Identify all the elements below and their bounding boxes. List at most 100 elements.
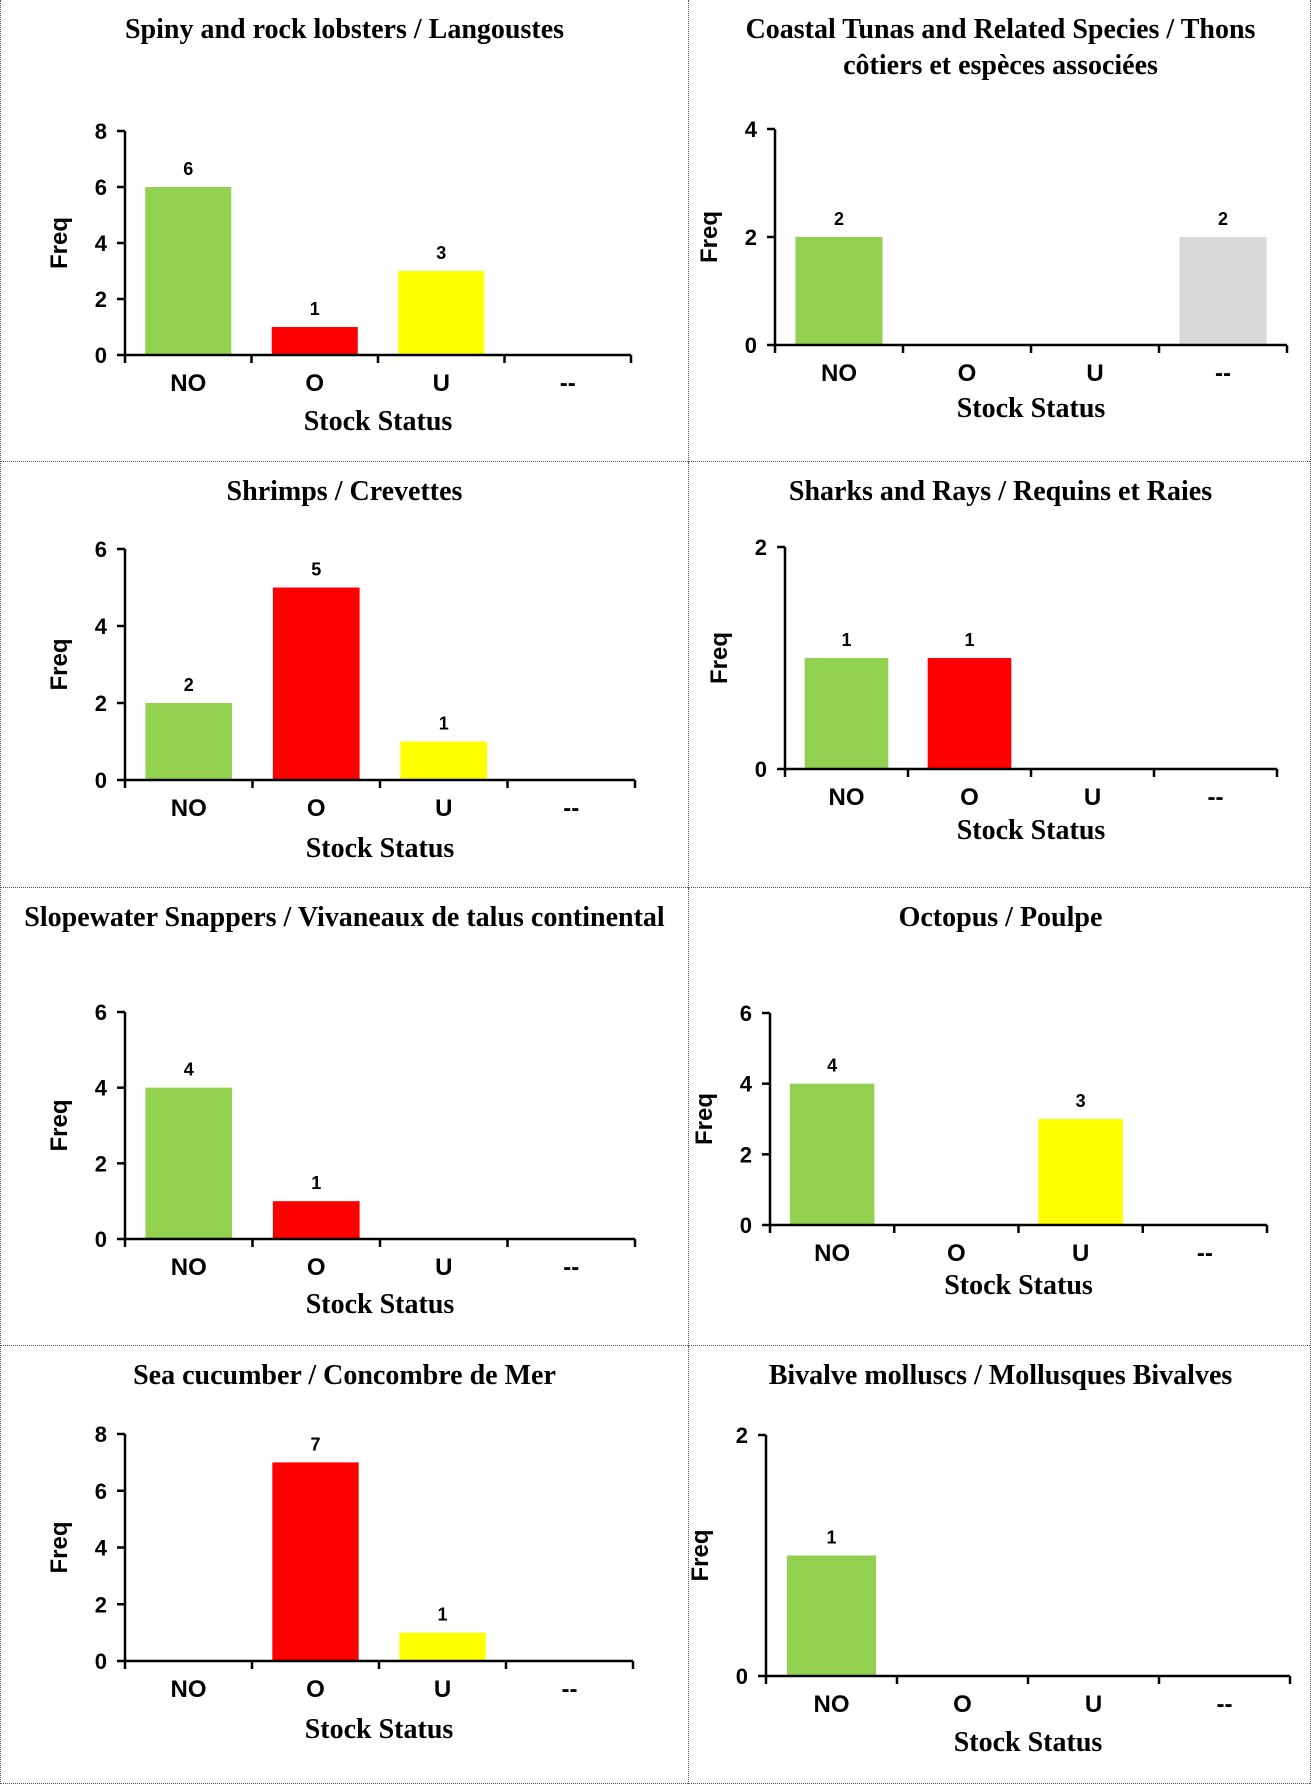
x-tick-label: O	[947, 1240, 966, 1267]
y-tick-label: 4	[740, 1072, 753, 1097]
y-axis-label: Freq	[696, 211, 723, 263]
y-tick-label: 2	[95, 1151, 107, 1176]
y-tick-label: 6	[95, 537, 107, 562]
chart-panel: Coastal Tunas and Related Species / Thon…	[688, 0, 1311, 462]
y-tick-label: 6	[95, 1479, 107, 1504]
bar	[272, 1201, 360, 1239]
y-tick-label: 2	[736, 1423, 748, 1448]
x-tick-label: O	[305, 370, 324, 397]
x-tick-label: U	[435, 1254, 452, 1281]
data-label: 1	[841, 630, 851, 650]
y-tick-label: 2	[740, 1142, 752, 1167]
x-tick-label: NO	[171, 795, 207, 822]
x-tick-label: O	[958, 360, 977, 387]
y-tick-label: 2	[745, 225, 757, 250]
x-tick-label: NO	[171, 1254, 207, 1281]
bar-chart: 7 1 0 2 4 6 8 NO O U -- Stock Status Freq	[46, 1422, 635, 1745]
data-label: 2	[184, 675, 194, 695]
y-tick-label: 4	[95, 1076, 108, 1101]
x-axis-label: Stock Status	[305, 1714, 454, 1745]
data-label: 2	[1218, 209, 1228, 229]
chart-title: Coastal Tunas and Related Species / Thon…	[745, 14, 1256, 81]
y-tick-label: 0	[95, 1649, 107, 1674]
bar	[804, 658, 889, 769]
y-tick-label: 2	[755, 535, 767, 560]
x-tick-label: U	[1086, 360, 1103, 387]
data-label: 1	[311, 1173, 321, 1193]
chart-title: Shrimps / Crevettes	[226, 476, 463, 507]
bar	[789, 1083, 875, 1225]
data-label: 2	[834, 209, 844, 229]
data-label: 7	[310, 1434, 320, 1454]
x-tick-label: NO	[814, 1691, 850, 1718]
data-label: 4	[184, 1060, 194, 1080]
data-label: 4	[827, 1056, 837, 1076]
y-axis-label: Freq	[706, 632, 733, 684]
y-axis-label: Freq	[46, 1521, 73, 1573]
bar	[795, 237, 883, 345]
chart-title: Spiny and rock lobsters / Langoustes	[124, 14, 565, 45]
y-tick-label: 2	[95, 1592, 107, 1617]
y-tick-label: 8	[95, 119, 107, 144]
bar-chart: 1 0 2 NO O U -- Stock Status Freq	[687, 1423, 1292, 1758]
bar-chart: 4 3 0 2 4 6 NO O U -- Stock Status Freq	[691, 1001, 1269, 1301]
chart-title: Sharks and Rays / Requins et Raies	[788, 476, 1213, 507]
y-axis-label: Freq	[691, 1093, 718, 1145]
x-tick-label: NO	[821, 360, 857, 387]
y-tick-label: 0	[745, 333, 757, 358]
bar	[145, 187, 232, 355]
x-axis-label: Stock Status	[954, 1727, 1103, 1758]
data-label: 1	[437, 1605, 447, 1625]
bar-chart: 2 5 1 0 2 4 6 NO O U -- Stock Status Freq	[46, 537, 637, 864]
x-tick-label: --	[563, 1254, 579, 1281]
y-tick-label: 0	[95, 343, 107, 368]
data-label: 3	[436, 243, 446, 263]
chart-panel: Octopus / Poulpe 4 3 0 2 4 6 NO O U -- Stock Status…	[688, 888, 1311, 1346]
data-label: 1	[964, 630, 974, 650]
x-tick-label: NO	[171, 1676, 207, 1703]
y-axis-label: Freq	[46, 1099, 73, 1151]
x-axis-label: Stock Status	[957, 393, 1106, 424]
y-tick-label: 2	[95, 287, 107, 312]
bar-chart: 2 2 0 2 4 NO O U -- Stock Status Freq	[696, 117, 1289, 424]
bar	[272, 587, 360, 780]
y-tick-label: 4	[745, 117, 758, 142]
x-tick-label: --	[563, 795, 579, 822]
chart-panel: Slopewater Snappers / Vivaneaux de talus…	[1, 888, 688, 1346]
x-axis-label: Stock Status	[306, 1289, 455, 1320]
bar	[400, 741, 488, 780]
y-tick-label: 6	[95, 175, 107, 200]
data-label: 1	[826, 1528, 836, 1548]
bar	[1038, 1119, 1123, 1225]
x-tick-label: U	[1085, 1691, 1102, 1718]
bar	[786, 1555, 877, 1676]
chart-panel: Sharks and Rays / Requins et Raies 1 1 0 2 NO…	[688, 462, 1311, 888]
chart-title: Bivalve molluscs / Mollusques Bivalves	[768, 1360, 1233, 1391]
x-tick-label: --	[1197, 1240, 1213, 1267]
bar	[272, 1462, 359, 1661]
chart-panel: Sea cucumber / Concombre de Mer 7 1 0 2 4 6 8 NO…	[1, 1346, 688, 1784]
x-tick-label: U	[1084, 784, 1101, 811]
x-tick-label: U	[1072, 1240, 1089, 1267]
y-tick-label: 0	[736, 1664, 748, 1689]
data-label: 6	[183, 159, 193, 179]
data-label: 3	[1076, 1091, 1086, 1111]
x-tick-label: --	[560, 370, 576, 397]
y-tick-label: 8	[95, 1422, 107, 1447]
x-tick-label: --	[1217, 1691, 1233, 1718]
y-tick-label: 6	[740, 1001, 752, 1026]
data-label: 5	[311, 560, 321, 580]
y-tick-label: 0	[95, 768, 107, 793]
x-tick-label: NO	[829, 784, 865, 811]
chart-panel: Spiny and rock lobsters / Langoustes 6 1 3 0…	[1, 0, 688, 462]
bar	[1179, 237, 1267, 345]
chart-title: Slopewater Snappers / Vivaneaux de talus…	[24, 902, 665, 933]
y-tick-label: 6	[95, 1000, 107, 1025]
x-tick-label: O	[306, 1676, 325, 1703]
chart-panel: Shrimps / Crevettes 2 5 1 0 2 4 6 NO O U -- Stock St…	[1, 462, 688, 888]
x-axis-label: Stock Status	[957, 815, 1106, 846]
x-tick-label: NO	[170, 370, 206, 397]
y-tick-label: 4	[95, 231, 108, 256]
y-axis-label: Freq	[46, 217, 73, 269]
y-tick-label: 2	[95, 691, 107, 716]
